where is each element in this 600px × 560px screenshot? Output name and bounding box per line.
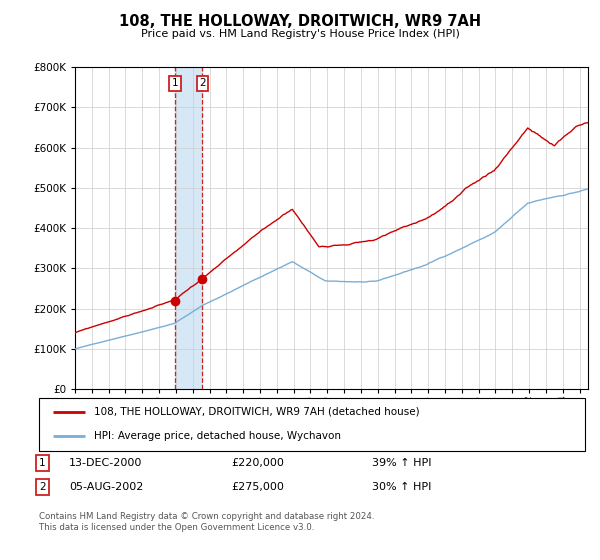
Text: 05-AUG-2002: 05-AUG-2002 — [69, 482, 143, 492]
Text: £220,000: £220,000 — [231, 458, 284, 468]
Text: 2: 2 — [39, 482, 46, 492]
Text: 108, THE HOLLOWAY, DROITWICH, WR9 7AH: 108, THE HOLLOWAY, DROITWICH, WR9 7AH — [119, 14, 481, 29]
Text: 30% ↑ HPI: 30% ↑ HPI — [372, 482, 431, 492]
Text: Price paid vs. HM Land Registry's House Price Index (HPI): Price paid vs. HM Land Registry's House … — [140, 29, 460, 39]
Text: 2: 2 — [199, 78, 206, 88]
Text: 1: 1 — [39, 458, 46, 468]
Text: Contains HM Land Registry data © Crown copyright and database right 2024.
This d: Contains HM Land Registry data © Crown c… — [39, 512, 374, 532]
Text: £275,000: £275,000 — [231, 482, 284, 492]
Text: 108, THE HOLLOWAY, DROITWICH, WR9 7AH (detached house): 108, THE HOLLOWAY, DROITWICH, WR9 7AH (d… — [94, 407, 419, 417]
Text: HPI: Average price, detached house, Wychavon: HPI: Average price, detached house, Wych… — [94, 431, 341, 441]
Bar — [175, 67, 202, 389]
FancyBboxPatch shape — [39, 398, 585, 451]
Text: 13-DEC-2000: 13-DEC-2000 — [69, 458, 142, 468]
Text: 39% ↑ HPI: 39% ↑ HPI — [372, 458, 431, 468]
Text: 1: 1 — [172, 78, 179, 88]
